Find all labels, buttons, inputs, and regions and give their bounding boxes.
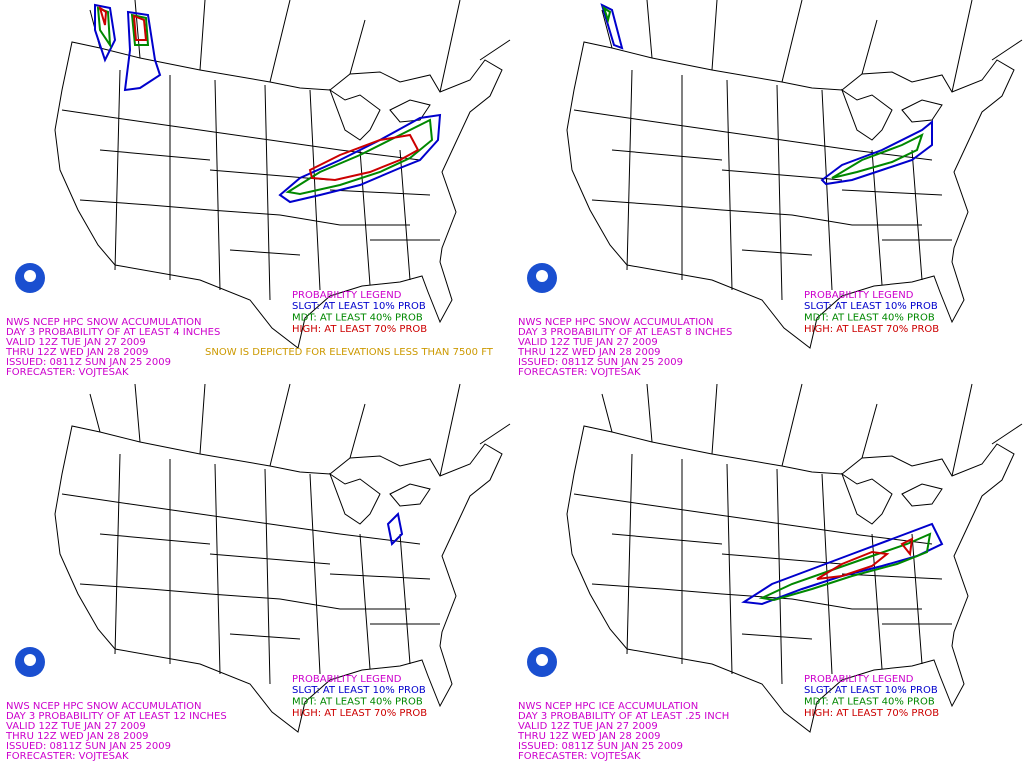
header-line: FORECASTER: VOJTESAK	[518, 367, 641, 378]
header-line: NWS NCEP HPC SNOW ACCUMULATION	[518, 317, 714, 328]
legend-entry: SLGT: AT LEAST 10% PROB	[804, 301, 938, 312]
probability-contour	[600, 3, 933, 186]
header-line: ISSUED: 0811Z SUN JAN 25 2009	[518, 741, 683, 752]
header-line: THRU 12Z WED JAN 28 2009	[517, 731, 661, 742]
header-line: VALID 12Z TUE JAN 27 2009	[6, 721, 146, 732]
noaa-logo-inner	[536, 654, 548, 666]
legend-entry: HIGH: AT LEAST 70% PROB	[292, 708, 427, 719]
header-line: THRU 12Z WED JAN 28 2009	[517, 347, 661, 358]
probability-contour	[94, 3, 442, 204]
header-line: DAY 3 PROBABILITY OF AT LEAST 4 INCHES	[6, 327, 220, 338]
header-line: NWS NCEP HPC SNOW ACCUMULATION	[6, 317, 202, 328]
noaa-logo-inner	[24, 654, 36, 666]
header-line: ISSUED: 0811Z SUN JAN 25 2009	[518, 357, 683, 368]
header-line: ISSUED: 0811Z SUN JAN 25 2009	[6, 741, 171, 752]
legend-entry: SLGT: AT LEAST 10% PROB	[292, 685, 426, 696]
header-line: FORECASTER: VOJTESAK	[6, 751, 129, 762]
header-line: NWS NCEP HPC SNOW ACCUMULATION	[6, 701, 202, 712]
noaa-logo-inner	[24, 270, 36, 282]
legend-title: PROBABILITY LEGEND	[292, 290, 402, 301]
legend-title: PROBABILITY LEGEND	[292, 674, 402, 685]
legend-entry: MDT: AT LEAST 40% PROB	[804, 313, 935, 324]
header-line: VALID 12Z TUE JAN 27 2009	[6, 337, 146, 348]
header-line: FORECASTER: VOJTESAK	[518, 751, 641, 762]
header-line: FORECASTER: VOJTESAK	[6, 367, 129, 378]
legend-entry: MDT: AT LEAST 40% PROB	[292, 697, 423, 708]
legend-entry: HIGH: AT LEAST 70% PROB	[804, 324, 939, 335]
header-line: ISSUED: 0811Z SUN JAN 25 2009	[6, 357, 171, 368]
probability-contour	[741, 522, 944, 606]
probability-contour	[602, 5, 924, 179]
probability-contour	[386, 511, 404, 547]
legend-entry: SLGT: AT LEAST 10% PROB	[804, 685, 938, 696]
header-line: THRU 12Z WED JAN 28 2009	[5, 731, 149, 742]
legend-title: PROBABILITY LEGEND	[804, 290, 914, 301]
header-line: VALID 12Z TUE JAN 27 2009	[518, 721, 658, 732]
legend-entry: HIGH: AT LEAST 70% PROB	[804, 708, 939, 719]
header-line: DAY 3 PROBABILITY OF AT LEAST .25 INCH	[518, 711, 729, 722]
probability-contour	[98, 5, 420, 182]
header-line: VALID 12Z TUE JAN 27 2009	[518, 337, 658, 348]
legend-entry: SLGT: AT LEAST 10% PROB	[292, 301, 426, 312]
header-line: NWS NCEP HPC ICE ACCUMULATION	[518, 701, 698, 712]
legend-title: PROBABILITY LEGEND	[804, 674, 914, 685]
header-line: THRU 12Z WED JAN 28 2009	[5, 347, 149, 358]
noaa-logo-inner	[536, 270, 548, 282]
probability-contour	[816, 537, 914, 580]
legend-entry: MDT: AT LEAST 40% PROB	[804, 697, 935, 708]
legend-entry: HIGH: AT LEAST 70% PROB	[292, 324, 427, 335]
legend-entry: MDT: AT LEAST 40% PROB	[292, 313, 423, 324]
header-line: DAY 3 PROBABILITY OF AT LEAST 8 INCHES	[518, 327, 732, 338]
header-line: DAY 3 PROBABILITY OF AT LEAST 12 INCHES	[6, 711, 227, 722]
probability-contour	[758, 532, 932, 602]
elevation-note: SNOW IS DEPICTED FOR ELEVATIONS LESS THA…	[205, 347, 494, 358]
